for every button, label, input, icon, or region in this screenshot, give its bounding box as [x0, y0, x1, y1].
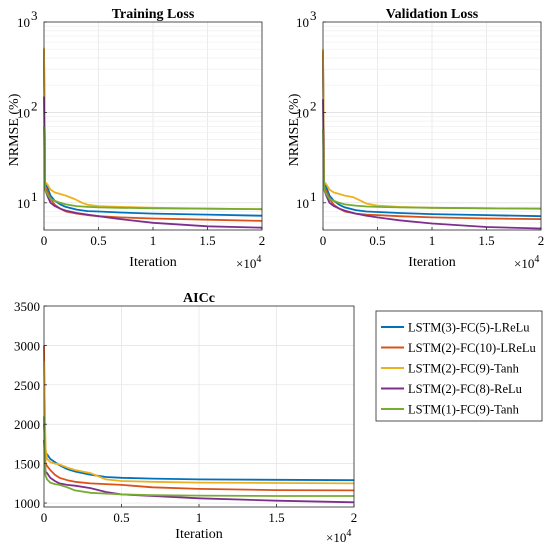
aicc-plot-area: 0 0.5 1 1.5 2 1000 1500 2000 2500 3000 3500	[14, 299, 357, 525]
validation-loss-y-tick-exponent: 1	[310, 189, 317, 204]
validation-loss-series-lstm-3-fc-5-lrelu	[322, 52, 542, 218]
legend-label-lstm-2-fc-8-relu: LSTM(2)-FC(8)-ReLu	[408, 382, 523, 396]
validation-loss-x-exponent: ×104	[514, 254, 539, 271]
legend: LSTM(3)-FC(5)-LReLu LSTM(2)-FC(10)-LReLu L…	[375, 310, 543, 422]
validation-loss-ylabel: NRMSE (%)	[287, 93, 302, 166]
training-loss-y-tick-label: 10	[17, 15, 30, 30]
aicc-xlabel: Iteration	[175, 527, 222, 542]
aicc-x-tick-label: 0.5	[113, 510, 129, 525]
training-loss-xlabel: Iteration	[129, 255, 176, 270]
aicc-series-lstm-2-fc-9-tanh	[43, 361, 355, 485]
validation-loss-series-lstm-2-fc-8-relu	[322, 99, 542, 230]
training-loss-y-tick-exponent: 3	[31, 8, 38, 23]
aicc-x-tick-label: 1.5	[268, 510, 284, 525]
validation-loss-x-tick-label: 1.5	[478, 233, 494, 248]
aicc-title: AICc	[183, 291, 215, 306]
validation-loss-x-tick-label: 2	[538, 233, 545, 248]
legend-label-lstm-3-fc-5-lrelu: LSTM(3)-FC(5)-LReLu	[408, 321, 530, 335]
aicc-x-tick-label: 0	[41, 510, 48, 525]
aicc-series-lstm-3-fc-5-lrelu	[43, 424, 355, 482]
training-loss-title: Training Loss	[112, 7, 195, 22]
aicc-series-lstm-1-fc-9-tanh	[43, 416, 354, 497]
training-loss-x-tick-label: 1.5	[199, 233, 215, 248]
aicc-y-tick-label: 2500	[14, 378, 40, 393]
validation-loss-title: Validation Loss	[386, 7, 479, 22]
training-loss-ylabel: NRMSE (%)	[7, 93, 22, 166]
training-loss-x-tick-label: 0	[41, 233, 48, 248]
training-loss-x-tick-label: 2	[259, 233, 266, 248]
training-loss-y-tick-label: 10	[17, 196, 30, 211]
aicc-x-tick-label: 1	[196, 510, 203, 525]
legend-label-lstm-2-fc-9-tanh: LSTM(2)-FC(9)-Tanh	[408, 362, 520, 376]
aicc-x-exponent: ×104	[326, 528, 351, 545]
validation-loss-x-tick-label: 0	[320, 233, 327, 248]
training-loss-series-lstm-1-fc-9-tanh	[43, 126, 263, 211]
training-loss-x-tick-label: 1	[150, 233, 157, 248]
aicc-panel: AICc Iteration ×104 0 0.5 1 1.5 2 1000 1500 200…	[14, 291, 357, 545]
aicc-y-tick-label: 1000	[14, 496, 40, 511]
aicc-x-tick-label: 2	[351, 510, 358, 525]
validation-loss-y-tick-exponent: 2	[310, 98, 317, 113]
validation-loss-x-tick-label: 0.5	[369, 233, 385, 248]
legend-label-lstm-1-fc-9-tanh: LSTM(1)-FC(9)-Tanh	[408, 403, 520, 417]
training-loss-y-tick-label: 10	[17, 105, 30, 120]
training-loss-panel: Training Loss Iteration NRMSE (%) ×104 0…	[7, 7, 265, 271]
training-loss-y-tick-exponent: 1	[31, 189, 38, 204]
aicc-y-tick-label: 3000	[14, 338, 40, 353]
aicc-y-tick-label: 2000	[14, 417, 40, 432]
training-loss-x-exponent: ×104	[236, 254, 261, 271]
validation-loss-y-tick-exponent: 3	[310, 8, 317, 23]
validation-loss-y-tick-label: 10	[296, 15, 309, 30]
validation-loss-y-tick-label: 10	[296, 105, 309, 120]
validation-loss-panel: Validation Loss Iteration NRMSE (%) ×104…	[287, 7, 544, 271]
legend-box	[375, 310, 543, 422]
training-loss-series-lstm-3-fc-5-lrelu	[43, 50, 263, 217]
aicc-y-tick-label: 1500	[14, 457, 40, 472]
validation-loss-series-lstm-1-fc-9-tanh	[322, 129, 542, 210]
aicc-series-lstm-2-fc-10-lrelu	[43, 345, 355, 492]
training-loss-series-lstm-2-fc-8-relu	[43, 96, 263, 229]
legend-label-lstm-2-fc-10-lrelu: LSTM(2)-FC(10)-LReLu	[408, 341, 537, 355]
training-loss-x-tick-label: 0.5	[90, 233, 106, 248]
validation-loss-x-tick-label: 1	[429, 233, 436, 248]
aicc-y-tick-label: 3500	[14, 299, 40, 314]
validation-loss-y-tick-label: 10	[296, 196, 309, 211]
validation-loss-xlabel: Iteration	[408, 255, 455, 270]
aicc-series-lstm-2-fc-8-relu	[43, 439, 355, 504]
training-loss-y-tick-exponent: 2	[31, 98, 38, 113]
